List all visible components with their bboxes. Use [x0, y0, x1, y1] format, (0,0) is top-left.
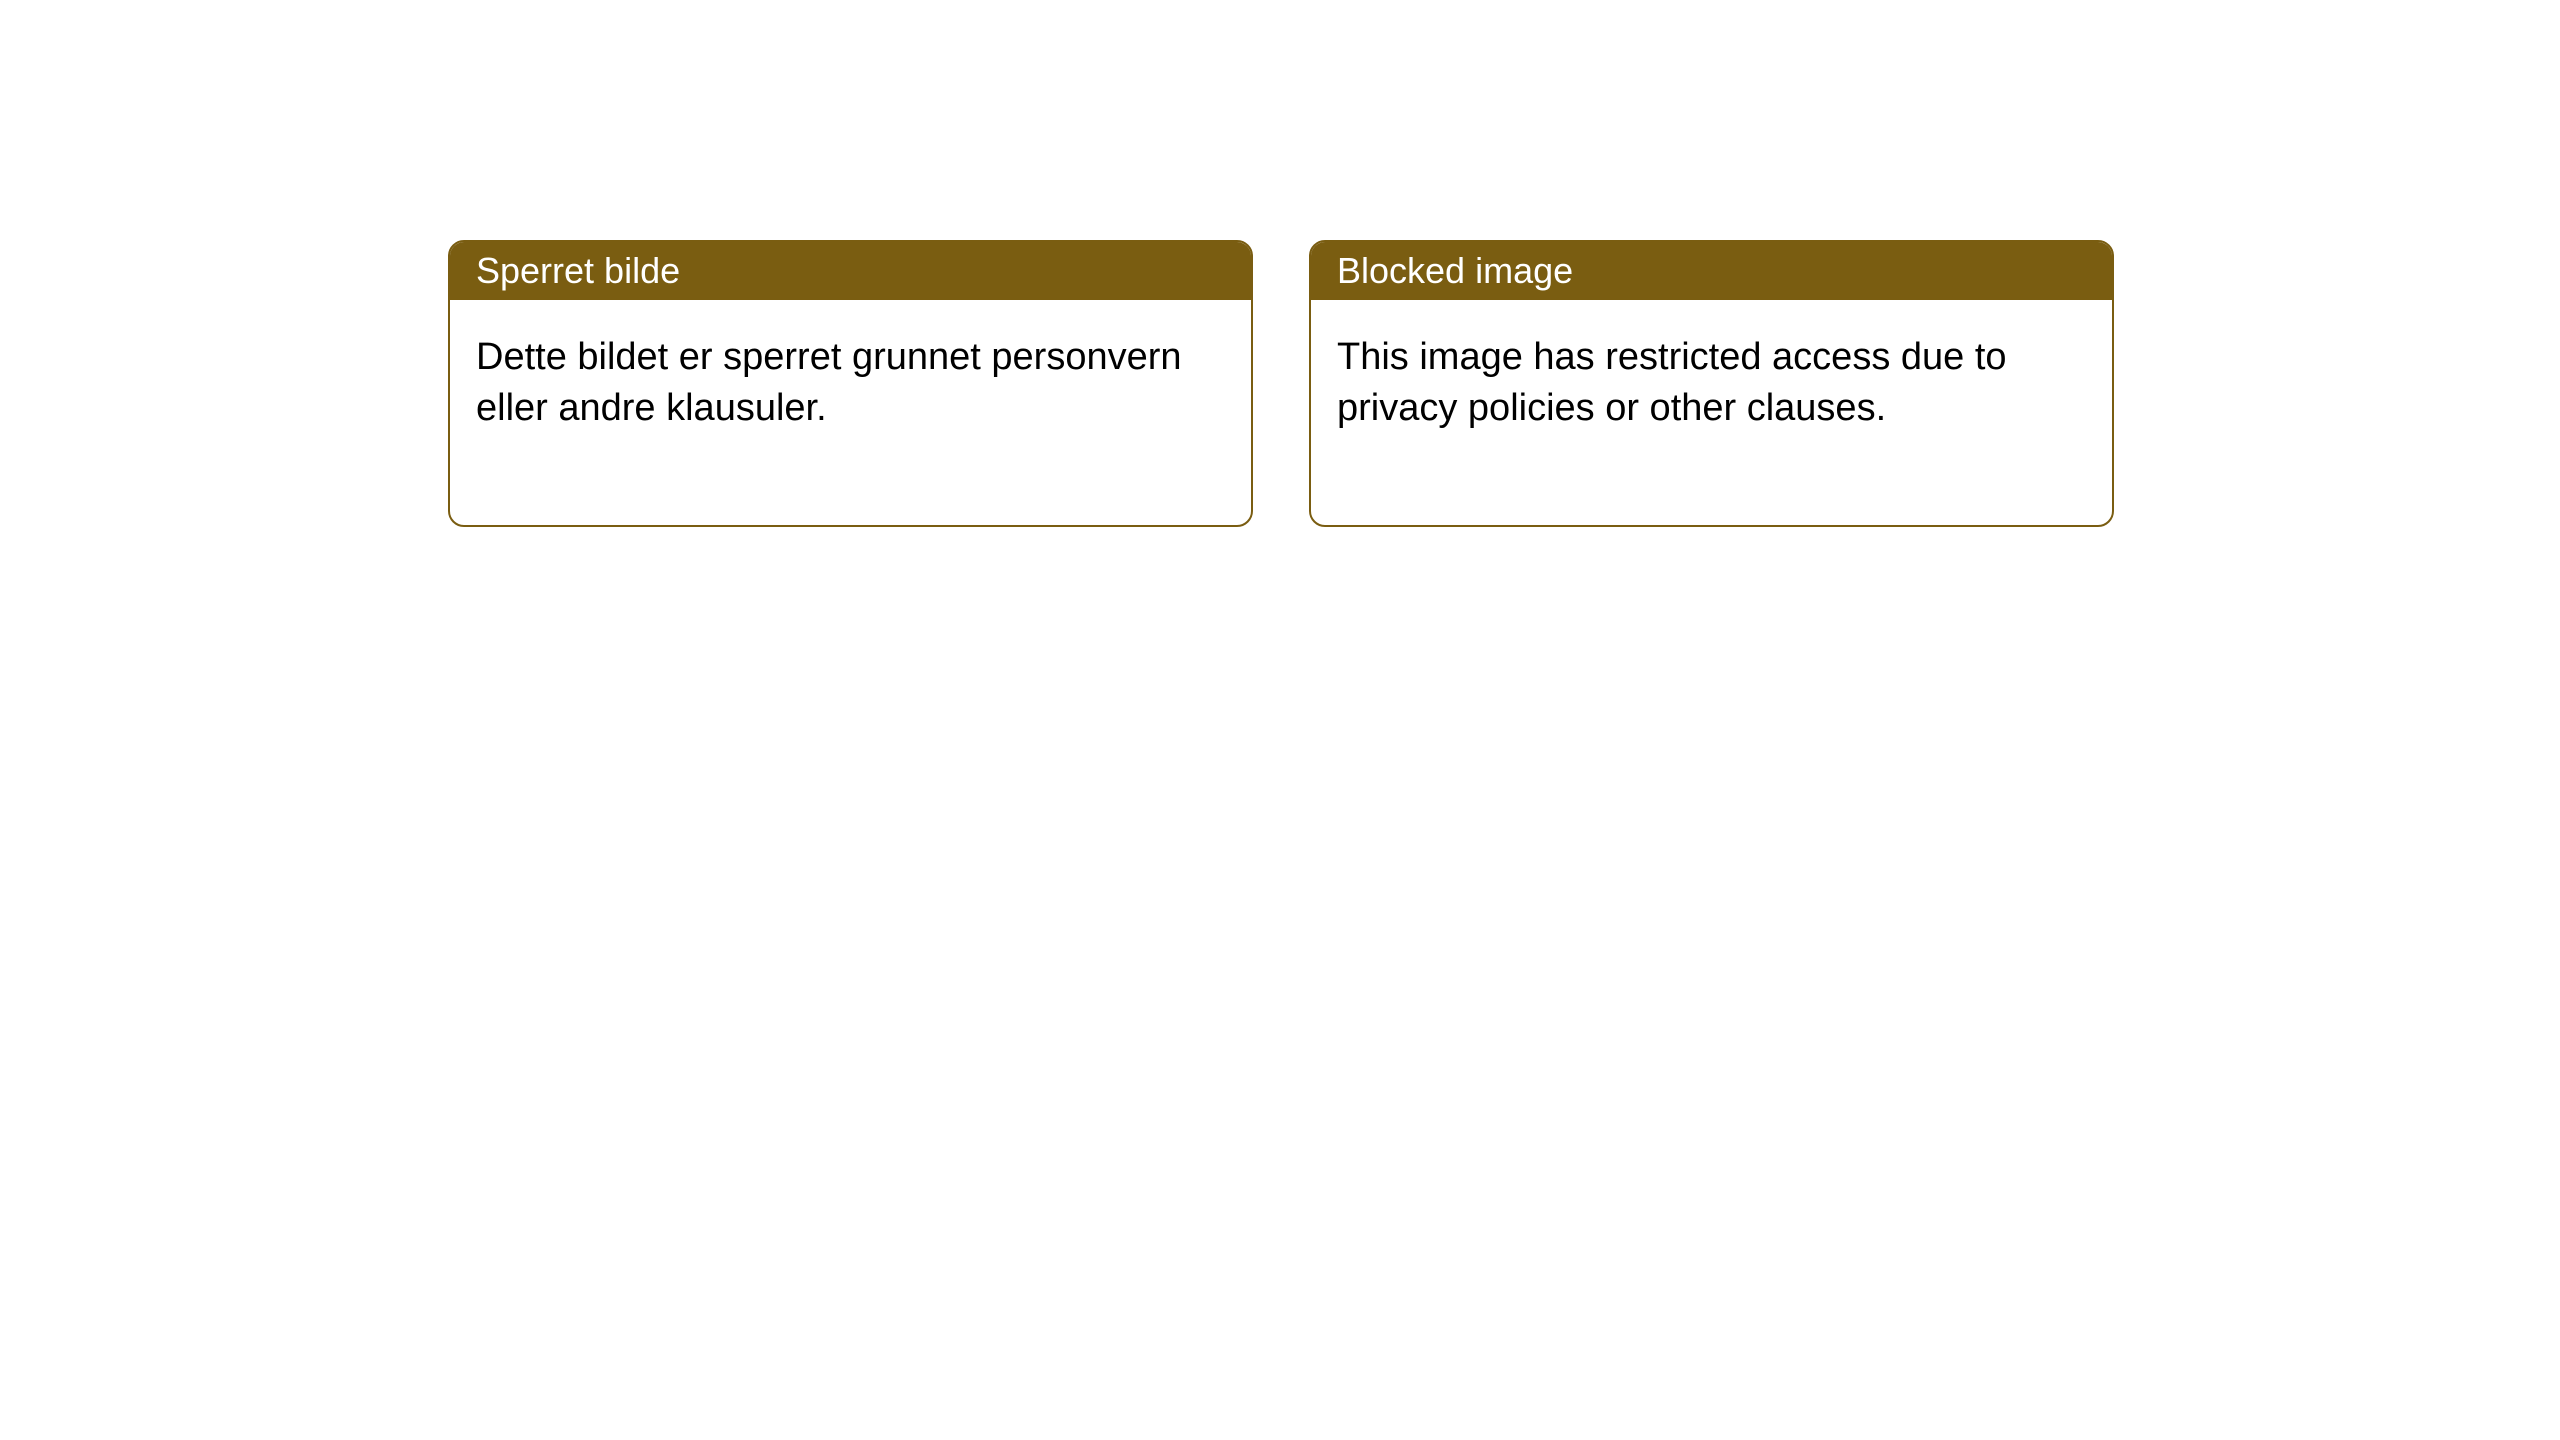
notice-card-body: This image has restricted access due to … — [1311, 300, 2112, 525]
notice-card-body: Dette bildet er sperret grunnet personve… — [450, 300, 1251, 525]
notice-title: Blocked image — [1337, 250, 1573, 291]
notice-body-text: Dette bildet er sperret grunnet personve… — [476, 336, 1182, 429]
notice-card-norwegian: Sperret bilde Dette bildet er sperret gr… — [448, 240, 1253, 527]
notice-card-header: Sperret bilde — [450, 242, 1251, 300]
notice-card-english: Blocked image This image has restricted … — [1309, 240, 2114, 527]
notice-cards-container: Sperret bilde Dette bildet er sperret gr… — [0, 0, 2560, 527]
notice-title: Sperret bilde — [476, 250, 680, 291]
notice-card-header: Blocked image — [1311, 242, 2112, 300]
notice-body-text: This image has restricted access due to … — [1337, 336, 2007, 429]
